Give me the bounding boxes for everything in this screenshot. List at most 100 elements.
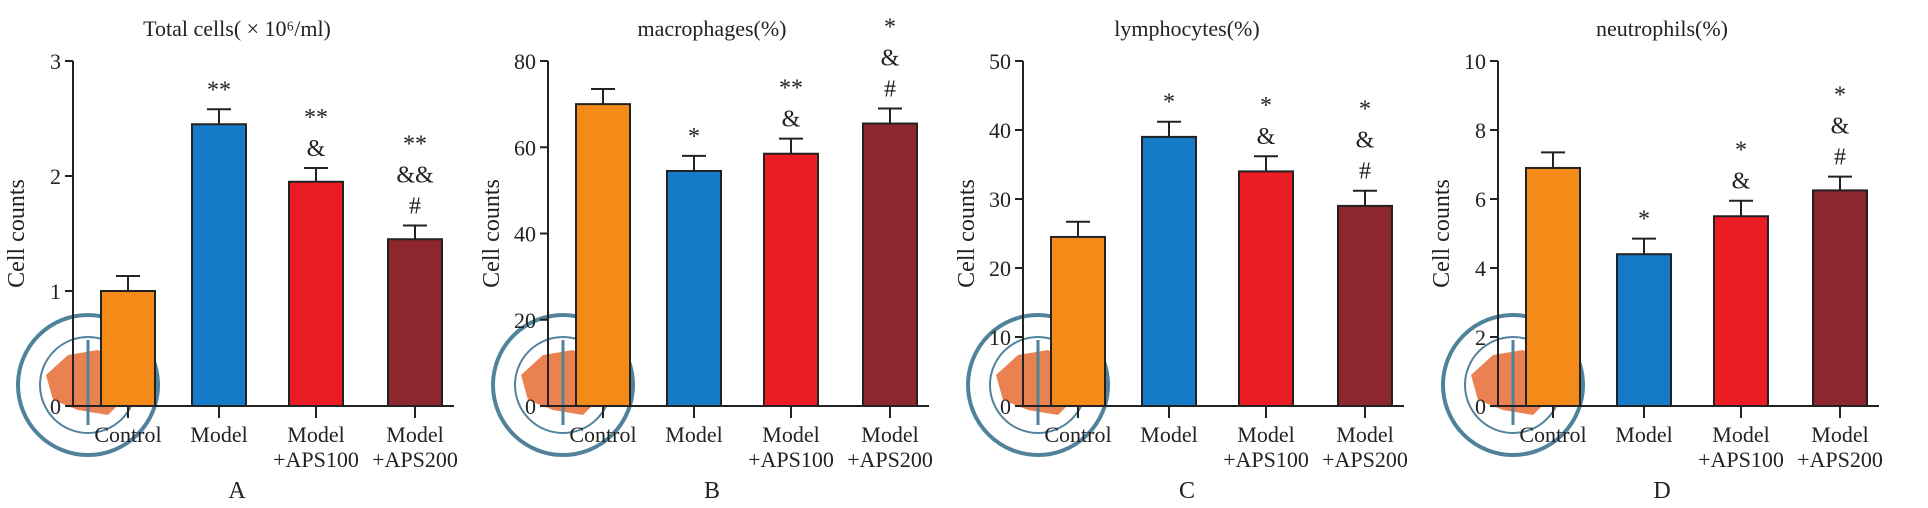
x-tick-label: Model +APS200 [372, 422, 458, 472]
seal-outer-ring [966, 313, 1110, 457]
bar-1 [1141, 135, 1197, 407]
panel-letter: B [704, 478, 720, 504]
y-tick-label: 1 [50, 279, 61, 304]
bar-3 [1337, 204, 1393, 407]
bar-2 [1713, 215, 1769, 407]
bar-3 [387, 238, 443, 407]
significance-annotation: * & [1732, 138, 1751, 195]
y-axis-label: Cell counts [4, 179, 30, 288]
significance-mark: & [1356, 128, 1375, 154]
significance-mark: * [1163, 90, 1175, 116]
bar-1 [666, 169, 722, 407]
y-tick-label: 40 [514, 222, 536, 247]
significance-mark: ** [207, 77, 231, 103]
chart-title: macrophages(%) [637, 16, 786, 41]
significance-annotation: ** & [304, 105, 328, 162]
x-tick-label-line: +APS100 [748, 447, 834, 472]
x-tick-label-line: Model [861, 422, 918, 447]
y-tick-label: 8 [1475, 118, 1486, 143]
chart-svg: Total cells( × 10⁶/ml) Cell counts 0 1 2 3 Con… [4, 16, 458, 504]
bar-1 [1616, 253, 1672, 407]
significance-annotation: * [1638, 207, 1650, 233]
x-tick-label-line: Model [762, 422, 819, 447]
bar-3 [1812, 189, 1868, 407]
x-tick-label-line: Model [1712, 422, 1769, 447]
significance-mark: # [884, 76, 896, 102]
seal-outer-ring [1441, 313, 1585, 457]
bar-2 [288, 180, 344, 407]
chart-svg: lymphocytes(%) Cell counts 0 10 20 30 40 50 Cont… [954, 16, 1408, 504]
y-tick-label: 30 [989, 187, 1011, 212]
y-tick-label: 0 [50, 394, 61, 419]
significance-mark: * [1735, 138, 1747, 164]
significance-mark: & [1257, 124, 1276, 150]
significance-mark: & [881, 45, 900, 71]
bar-0 [1050, 235, 1106, 407]
chart-svg: neutrophils(%) Cell counts 0 2 4 6 8 10 Control M… [1429, 16, 1883, 504]
x-tick-label-line: +APS100 [1698, 447, 1784, 472]
y-tick-label: 60 [514, 135, 536, 160]
bar-0 [575, 103, 631, 407]
significance-mark: * [1834, 83, 1846, 109]
x-tick-label-line: Model [1140, 422, 1197, 447]
y-tick-label: 2 [1475, 325, 1486, 350]
x-tick-label-line: Model [665, 422, 722, 447]
x-tick-label: Control [1044, 422, 1111, 447]
chart-panel-a: Total cells( × 10⁶/ml) Cell counts 0 1 2 3 Con… [0, 0, 482, 508]
x-tick-label: Control [1519, 422, 1586, 447]
x-tick-label-line: Control [1519, 422, 1586, 447]
significance-annotation: * & # [1356, 97, 1375, 185]
significance-annotation: * & # [881, 14, 900, 102]
x-tick-label: Model [1615, 422, 1672, 447]
bar-1 [191, 123, 247, 407]
x-tick-label-line: Control [94, 422, 161, 447]
x-tick-label-line: +APS200 [847, 447, 933, 472]
significance-mark: & [1831, 114, 1850, 140]
x-tick-label-line: +APS200 [372, 447, 458, 472]
significance-mark: * [1638, 207, 1650, 233]
significance-mark: * [688, 124, 700, 150]
significance-mark: * [884, 14, 896, 40]
panel-letter: C [1179, 478, 1195, 504]
y-tick-label: 10 [1464, 49, 1486, 74]
x-tick-label-line: +APS100 [1223, 447, 1309, 472]
y-tick-label: 0 [1000, 394, 1011, 419]
x-tick-label: Model +APS100 [1223, 422, 1309, 472]
significance-annotation: * [688, 124, 700, 150]
y-tick-label: 20 [514, 308, 536, 333]
x-tick-label: Model +APS200 [1322, 422, 1408, 472]
y-tick-label: 6 [1475, 187, 1486, 212]
bar-2 [1238, 170, 1294, 407]
x-tick-label-line: Model [386, 422, 443, 447]
x-tick-label: Model +APS100 [1698, 422, 1784, 472]
y-tick-label: 50 [989, 49, 1011, 74]
x-tick-label: Model +APS200 [847, 422, 933, 472]
bar-3 [862, 122, 918, 407]
bar-0 [1525, 166, 1581, 407]
significance-mark: ** [304, 105, 328, 131]
seal-outer-ring [491, 313, 635, 457]
x-tick-label-line: Control [569, 422, 636, 447]
x-tick-label: Model +APS200 [1797, 422, 1883, 472]
significance-annotation: ** && # [396, 131, 434, 219]
significance-mark: ** [779, 76, 803, 102]
y-tick-label: 80 [514, 49, 536, 74]
y-axis-label: Cell counts [954, 179, 980, 288]
x-tick-label-line: Model [1336, 422, 1393, 447]
x-tick-label-line: Model [287, 422, 344, 447]
x-tick-label: Model +APS100 [748, 422, 834, 472]
x-tick-label: Model [665, 422, 722, 447]
x-tick-label-line: Control [1044, 422, 1111, 447]
chart-title: lymphocytes(%) [1114, 16, 1259, 41]
significance-mark: && [396, 162, 434, 188]
chart-title: Total cells( × 10⁶/ml) [143, 16, 331, 41]
seal-outer-ring [16, 313, 160, 457]
x-tick-label-line: +APS200 [1322, 447, 1408, 472]
x-tick-label: Control [569, 422, 636, 447]
significance-mark: ** [403, 131, 427, 157]
x-tick-label-line: Model [1237, 422, 1294, 447]
x-tick-label-line: Model [1615, 422, 1672, 447]
significance-mark: * [1359, 97, 1371, 123]
x-tick-label-line: Model [190, 422, 247, 447]
